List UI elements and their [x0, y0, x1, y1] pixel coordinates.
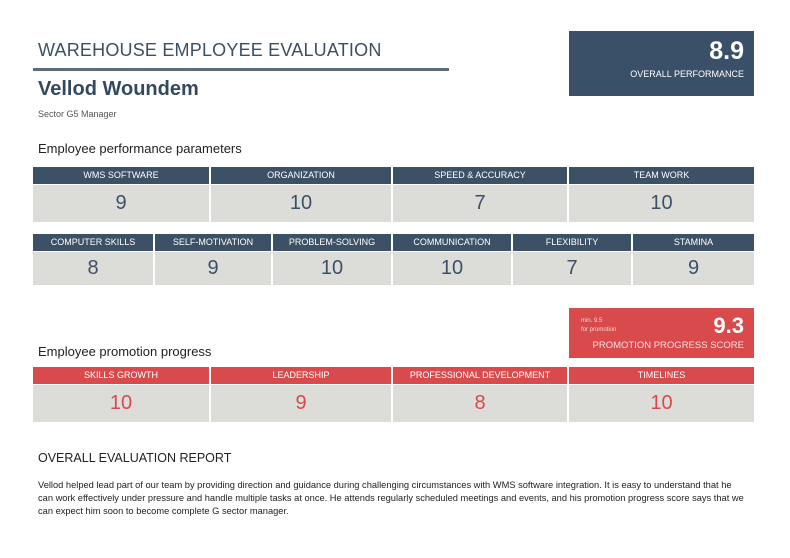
promo-value: 8: [393, 385, 567, 422]
param-label: STAMINA: [633, 234, 754, 251]
promo-label: LEADERSHIP: [211, 367, 391, 384]
promotion-minimum-note: min. 9.5 for promotion: [581, 318, 617, 333]
param-cell: WMS SOFTWARE 9: [33, 167, 209, 222]
employee-role: Sector G5 Manager: [38, 109, 117, 119]
param-value: 10: [569, 185, 754, 222]
param-value: 9: [33, 185, 209, 222]
promotion-score: 9.3: [713, 313, 744, 338]
report-title: OVERALL EVALUATION REPORT: [38, 451, 232, 465]
promo-cell: PROFESSIONAL DEVELOPMENT 8: [393, 367, 567, 422]
param-label: FLEXIBILITY: [513, 234, 631, 251]
performance-row-2: COMPUTER SKILLS 8 SELF-MOTIVATION 9 PROBLE…: [33, 234, 754, 285]
promo-value: 10: [569, 385, 754, 422]
param-label: SPEED & ACCURACY: [393, 167, 567, 184]
promotion-row: SKILLS GROWTH 10 LEADERSHIP 9 PROFESSIONAL…: [33, 367, 754, 422]
param-cell: TEAM WORK 10: [569, 167, 754, 222]
param-value: 10: [273, 252, 391, 285]
param-value: 10: [211, 185, 391, 222]
promo-cell: SKILLS GROWTH 10: [33, 367, 209, 422]
promo-value: 9: [211, 385, 391, 422]
param-cell: COMMUNICATION 10: [393, 234, 511, 285]
performance-row-1: WMS SOFTWARE 9 ORGANIZATION 10 SPEED & ACC…: [33, 167, 754, 222]
param-value: 10: [393, 252, 511, 285]
promo-value: 10: [33, 385, 209, 422]
overall-label: OVERALL PERFORMANCE: [630, 69, 744, 79]
param-value: 7: [513, 252, 631, 285]
param-label: WMS SOFTWARE: [33, 167, 209, 184]
param-cell: STAMINA 9: [633, 234, 754, 285]
param-cell: PROBLEM-SOLVING 10: [273, 234, 391, 285]
param-value: 7: [393, 185, 567, 222]
param-cell: SELF-MOTIVATION 9: [155, 234, 271, 285]
param-label: ORGANIZATION: [211, 167, 391, 184]
param-label: COMPUTER SKILLS: [33, 234, 153, 251]
promotion-score-label: PROMOTION PROGRESS SCORE: [592, 340, 745, 351]
param-value: 9: [633, 252, 754, 285]
promo-label: PROFESSIONAL DEVELOPMENT: [393, 367, 567, 384]
promo-cell: TIMELINES 10: [569, 367, 754, 422]
overall-performance-box: 8.9 OVERALL PERFORMANCE: [569, 31, 754, 96]
promotion-score-box: min. 9.5 for promotion 9.3 PROMOTION PROG…: [569, 308, 754, 358]
param-value: 8: [33, 252, 153, 285]
param-cell: SPEED & ACCURACY 7: [393, 167, 567, 222]
promo-cell: LEADERSHIP 9: [211, 367, 391, 422]
overall-score: 8.9: [709, 37, 744, 65]
promo-label: TIMELINES: [569, 367, 754, 384]
employee-name: Vellod Woundem: [38, 78, 199, 100]
performance-section-title: Employee performance parameters: [38, 141, 242, 156]
param-label: TEAM WORK: [569, 167, 754, 184]
param-cell: ORGANIZATION 10: [211, 167, 391, 222]
page-title: WAREHOUSE EMPLOYEE EVALUATION: [38, 40, 382, 60]
report-text: Vellod helped lead part of our team by p…: [38, 480, 744, 516]
param-label: COMMUNICATION: [393, 234, 511, 251]
param-cell: FLEXIBILITY 7: [513, 234, 631, 285]
title-divider: [33, 68, 449, 71]
param-value: 9: [155, 252, 271, 285]
param-cell: COMPUTER SKILLS 8: [33, 234, 153, 285]
param-label: SELF-MOTIVATION: [155, 234, 271, 251]
param-label: PROBLEM-SOLVING: [273, 234, 391, 251]
promotion-section-title: Employee promotion progress: [38, 344, 212, 359]
promo-label: SKILLS GROWTH: [33, 367, 209, 384]
